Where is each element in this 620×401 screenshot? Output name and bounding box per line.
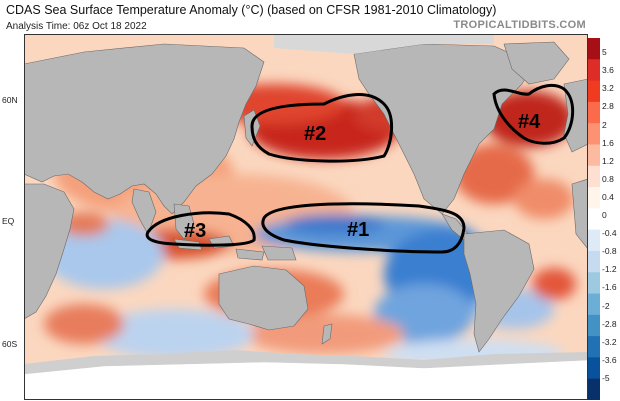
lat-label-eq: EQ	[2, 216, 15, 226]
land-europe	[563, 78, 588, 153]
lat-label-60s: 60S	[2, 339, 18, 349]
colorbar-tick-label: 0.8	[602, 173, 614, 184]
colorbar-swatch	[588, 229, 600, 252]
colorbar-swatch	[588, 101, 600, 124]
colorbar-swatch	[588, 272, 600, 295]
colorbar-tick-label: 1.2	[602, 155, 614, 166]
colorbar-tick-label: 2	[602, 119, 607, 130]
map-title: CDAS Sea Surface Temperature Anomaly (°C…	[6, 3, 497, 17]
colorbar-tick-label: 0	[602, 210, 607, 220]
colorbar-tick-label: 5	[602, 47, 607, 58]
arctic-ice	[274, 34, 494, 54]
colorbar-tick-label: 3.2	[602, 83, 614, 94]
land-africa	[24, 183, 75, 320]
colorbar-swatch	[588, 165, 600, 188]
lat-label-60n: 60N	[2, 95, 18, 105]
map-frame	[24, 34, 588, 400]
colorbar-tick-label: 0.4	[602, 191, 614, 202]
annotation-label-2: #2	[304, 123, 326, 145]
colorbar-tick-label: -0.8	[602, 246, 617, 257]
land-australia	[218, 265, 309, 331]
brand-watermark: TROPICALTIDBITS.COM	[453, 19, 586, 31]
colorbar-swatch	[588, 336, 600, 358]
annotation-outline-1	[261, 202, 466, 254]
annotation-label-1: #1	[347, 219, 369, 241]
land-new-guinea	[261, 245, 297, 261]
colorbar-swatch	[588, 123, 600, 145]
colorbar-swatch	[588, 80, 600, 103]
colorbar-swatch	[588, 144, 600, 167]
analysis-time: Analysis Time: 06z Oct 18 2022	[6, 21, 147, 32]
colorbar-tick-label: -0.4	[602, 228, 617, 239]
annotation-label-4: #4	[518, 111, 541, 133]
annotation-outline-4	[492, 83, 575, 145]
sea-ice-edge	[24, 350, 588, 374]
colorbar-tick-label: -2	[602, 300, 610, 311]
annotation-regions	[145, 83, 575, 254]
land	[24, 41, 588, 353]
colorbar-swatch	[588, 314, 600, 337]
colorbar-tick-label: 3.6	[602, 65, 614, 76]
land-west-africa	[571, 178, 588, 250]
colorbar-tick-label: -1.2	[602, 264, 617, 275]
land-south-america	[463, 229, 535, 353]
colorbar-tick-label: -1.6	[602, 282, 617, 293]
colorbar-swatch	[588, 38, 600, 60]
colorbar-swatch	[588, 208, 600, 231]
colorbar-swatch	[588, 357, 600, 380]
annotation-outline-3	[145, 211, 256, 247]
land-new-zealand	[321, 323, 333, 345]
colorbar-swatch	[588, 59, 600, 82]
colorbar-swatch	[588, 378, 600, 400]
colorbar-swatch	[588, 293, 600, 316]
colorbar-swatch	[588, 187, 600, 209]
colorbar-tick-label: -2.8	[602, 318, 617, 329]
colorbar-tick-label: -3.6	[602, 354, 617, 365]
sst-anomaly-map: #2 #4 #3 #1	[24, 34, 588, 400]
annotation-label-3: #3	[184, 220, 206, 242]
antarctic-ice	[24, 359, 588, 400]
colorbar-labels: 5 3.6 3.2 2.8 2 1.6 1.2 0.8 0.4 0 -0.4 -0.8 -1.2 -1.6…	[602, 38, 620, 400]
colorbar-tick-label: 1.6	[602, 137, 614, 148]
colorbar-swatch	[588, 250, 600, 273]
colorbar-tick-label: -3.2	[602, 336, 617, 347]
colorbar-tick-label: 2.8	[602, 101, 614, 112]
colorbar	[588, 38, 600, 400]
land-eurasia	[24, 43, 265, 215]
land-greenland	[503, 41, 570, 85]
colorbar-tick-label: -5	[602, 372, 610, 383]
annotation-outline-2	[250, 93, 393, 163]
